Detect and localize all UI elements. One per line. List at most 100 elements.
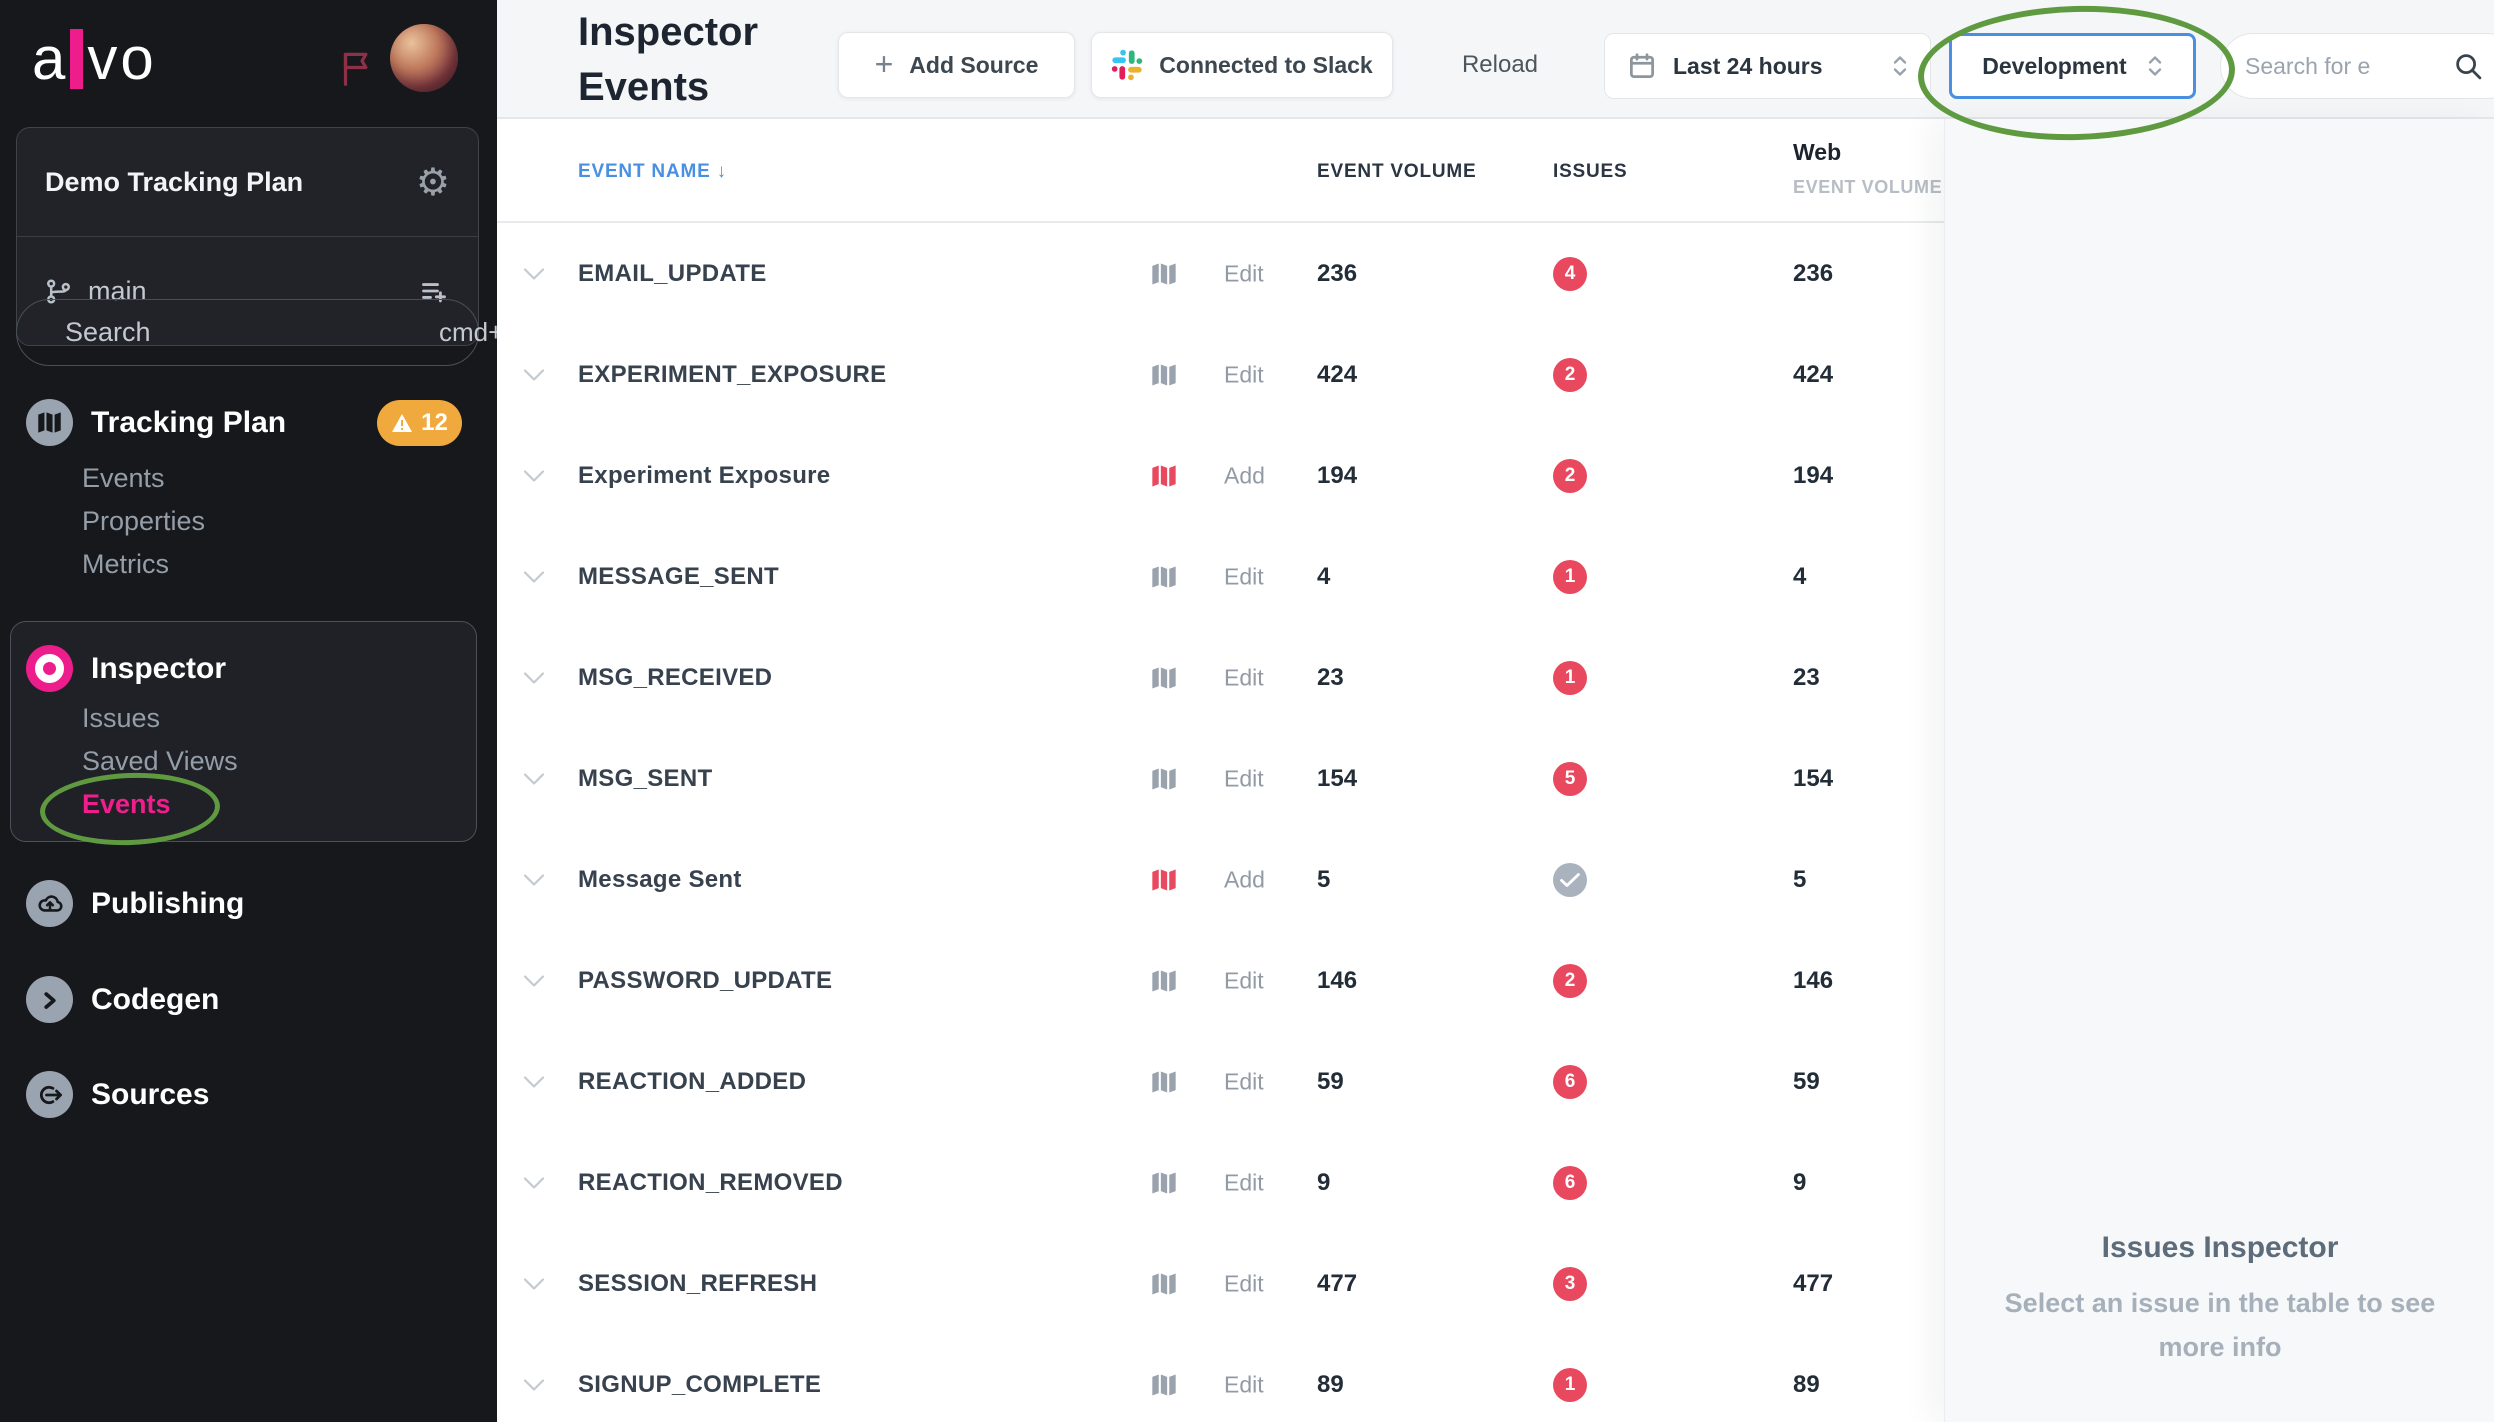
column-header-event-volume[interactable]: EVENT VOLUME [1317, 161, 1477, 182]
web-event-volume: 4 [1793, 562, 1807, 590]
action-label[interactable]: Edit [1224, 1169, 1264, 1195]
sidebar-search[interactable]: cmd+k [16, 299, 516, 366]
sidebar-item-tp-properties[interactable]: Properties [82, 506, 206, 536]
issues-badge[interactable]: 3 [1553, 1266, 1587, 1301]
sidebar-item-inspector-issues[interactable]: Issues [82, 703, 161, 733]
event-rows: EMAIL_UPDATE Edit 236 4 236 EXPERIMENT_E… [497, 223, 1944, 1422]
issues-badge[interactable]: 5 [1553, 761, 1587, 796]
action-label[interactable]: Edit [1224, 260, 1264, 286]
workspace-header[interactable]: Demo Tracking Plan ⚙ [17, 128, 478, 237]
event-volume: 424 [1317, 360, 1358, 388]
event-name: EMAIL_UPDATE [578, 259, 767, 287]
expand-chevron-icon[interactable] [523, 1075, 545, 1088]
feature-flag-icon[interactable] [336, 46, 374, 90]
column-header-issues[interactable]: ISSUES [1553, 161, 1628, 182]
table-row[interactable]: SIGNUP_COMPLETE Edit 89 1 89 [497, 1334, 1944, 1422]
action-label[interactable]: Edit [1224, 1371, 1264, 1397]
tracking-plan-warning-badge[interactable]: 12 [377, 400, 462, 446]
sidebar-item-sources[interactable]: Sources [26, 1071, 209, 1118]
issues-badge[interactable]: 4 [1553, 256, 1587, 291]
web-event-volume: 154 [1793, 764, 1834, 792]
table-row[interactable]: PASSWORD_UPDATE Edit 146 2 146 [497, 930, 1944, 1031]
avo-logo[interactable]: a vo [32, 24, 157, 93]
codegen-chevron-icon [26, 976, 73, 1023]
table-row[interactable]: MSG_RECEIVED Edit 23 1 23 [497, 627, 1944, 728]
issues-badge[interactable]: 6 [1553, 1064, 1587, 1099]
issues-badge[interactable]: 2 [1553, 458, 1587, 493]
web-event-volume: 477 [1793, 1269, 1834, 1297]
events-search-field[interactable] [2220, 33, 2494, 99]
user-avatar[interactable] [390, 24, 458, 92]
sidebar-item-codegen[interactable]: Codegen [26, 976, 219, 1023]
table-row[interactable]: REACTION_REMOVED Edit 9 6 9 [497, 1132, 1944, 1233]
table-row[interactable]: EXPERIMENT_EXPOSURE Edit 424 2 424 [497, 324, 1944, 425]
expand-chevron-icon[interactable] [523, 671, 545, 684]
action-label[interactable]: Edit [1224, 563, 1264, 589]
expand-chevron-icon[interactable] [523, 570, 545, 583]
date-range-select[interactable]: Last 24 hours [1604, 33, 1931, 99]
action-label[interactable]: Edit [1224, 967, 1264, 993]
expand-chevron-icon[interactable] [523, 469, 545, 482]
sidebar-item-tp-metrics[interactable]: Metrics [82, 549, 169, 579]
issues-inspector-panel: Issues Inspector Select an issue in the … [1944, 119, 2494, 1422]
table-header: EVENT NAME ↓ EVENT VOLUME ISSUES Web EVE… [497, 119, 1944, 223]
column-header-event-name[interactable]: EVENT NAME ↓ [578, 161, 727, 182]
branch-selector[interactable]: main [17, 237, 478, 345]
branch-name: main [88, 275, 147, 306]
issues-badge[interactable]: 2 [1553, 963, 1587, 998]
expand-chevron-icon[interactable] [523, 267, 545, 280]
reload-button[interactable]: Reload [1461, 51, 1539, 78]
web-event-volume: 146 [1793, 966, 1834, 994]
issues-badge[interactable]: 1 [1553, 660, 1587, 695]
sidebar-item-tracking-plan[interactable]: Tracking Plan [26, 399, 286, 446]
sidebar-item-tp-events[interactable]: Events [82, 463, 165, 493]
tracking-plan-map-icon [26, 399, 73, 446]
table-row[interactable]: MESSAGE_SENT Edit 4 1 4 [497, 526, 1944, 627]
plus-icon: + [874, 45, 894, 82]
issues-badge[interactable]: 2 [1553, 357, 1587, 392]
environment-select[interactable]: Development [1949, 33, 2196, 99]
expand-chevron-icon[interactable] [523, 974, 545, 987]
table-row[interactable]: EMAIL_UPDATE Edit 236 4 236 [497, 223, 1944, 324]
action-label[interactable]: Edit [1224, 664, 1264, 690]
action-label[interactable]: Edit [1224, 1270, 1264, 1296]
table-row[interactable]: MSG_SENT Edit 154 5 154 [497, 728, 1944, 829]
event-volume: 89 [1317, 1370, 1344, 1398]
issues-check-icon [1553, 862, 1587, 897]
sidebar-search-input[interactable] [63, 316, 421, 349]
settings-gear-icon[interactable]: ⚙ [415, 160, 450, 204]
add-source-button[interactable]: + Add Source [838, 32, 1075, 98]
expand-chevron-icon[interactable] [523, 873, 545, 886]
table-row[interactable]: Message Sent Add 5 5 [497, 829, 1944, 930]
expand-chevron-icon[interactable] [523, 772, 545, 785]
expand-chevron-icon[interactable] [523, 1378, 545, 1391]
new-branch-icon[interactable] [418, 277, 450, 305]
issues-badge[interactable]: 6 [1553, 1165, 1587, 1200]
issues-badge[interactable]: 1 [1553, 1367, 1587, 1402]
action-label[interactable]: Edit [1224, 1068, 1264, 1094]
table-row[interactable]: SESSION_REFRESH Edit 477 3 477 [497, 1233, 1944, 1334]
sidebar-item-inspector-events[interactable]: Events [82, 789, 171, 819]
expand-chevron-icon[interactable] [523, 1277, 545, 1290]
table-row[interactable]: REACTION_ADDED Edit 59 6 59 [497, 1031, 1944, 1132]
tracking-plan-map-icon [1150, 663, 1178, 693]
sidebar-item-inspector[interactable]: Inspector [26, 645, 226, 692]
sidebar-item-inspector-saved-views[interactable]: Saved Views [82, 746, 238, 776]
column-header-web-event-volume[interactable]: EVENT VOLUME [1793, 177, 1943, 197]
expand-chevron-icon[interactable] [523, 368, 545, 381]
warning-count: 12 [421, 409, 448, 436]
table-row[interactable]: Experiment Exposure Add 194 2 194 [497, 425, 1944, 526]
slack-connection-button[interactable]: Connected to Slack [1091, 32, 1393, 98]
git-branch-icon [47, 278, 70, 304]
issues-badge[interactable]: 1 [1553, 559, 1587, 594]
workspace-card: Demo Tracking Plan ⚙ main [16, 127, 479, 346]
events-search-input[interactable] [2243, 51, 2437, 81]
action-label[interactable]: Add [1224, 462, 1265, 488]
action-label[interactable]: Add [1224, 866, 1265, 892]
sidebar-item-publishing[interactable]: Publishing [26, 880, 244, 927]
inspector-card [10, 621, 477, 842]
expand-chevron-icon[interactable] [523, 1176, 545, 1189]
action-label[interactable]: Edit [1224, 765, 1264, 791]
action-label[interactable]: Edit [1224, 361, 1264, 387]
